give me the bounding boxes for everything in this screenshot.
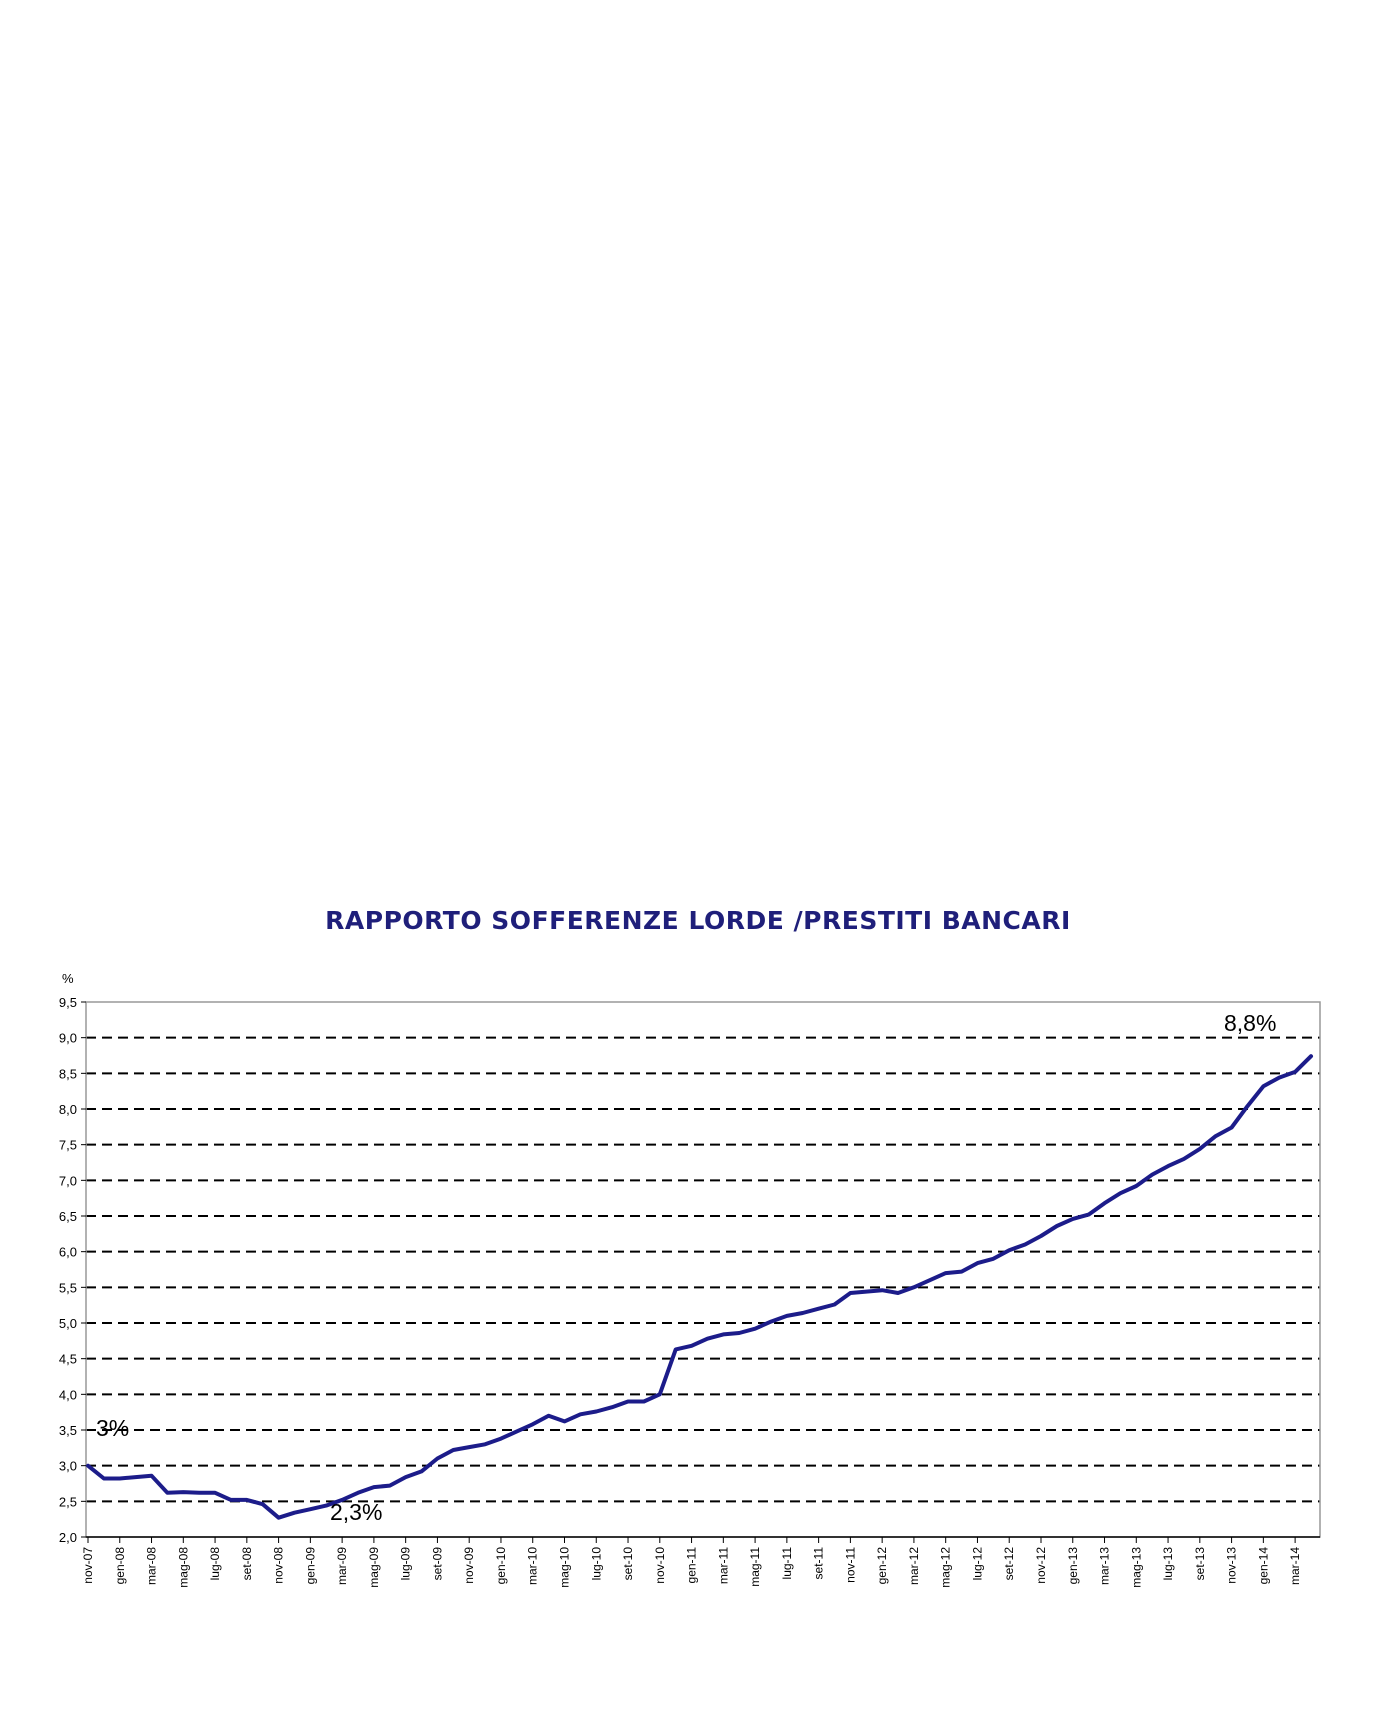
x-tick-label: gen-09 — [303, 1547, 317, 1585]
annotation-label: 3% — [96, 1415, 129, 1441]
y-tick-label: 5,5 — [59, 1280, 77, 1295]
x-tick-label: nov-12 — [1034, 1547, 1048, 1584]
x-tick-label: gen-12 — [875, 1547, 889, 1585]
y-tick-label: 9,0 — [59, 1031, 77, 1046]
y-tick-label: 4,0 — [59, 1387, 77, 1402]
x-tick-label: gen-11 — [685, 1547, 699, 1584]
x-tick-label: lug-10 — [589, 1547, 603, 1581]
x-tick-label: gen-14 — [1256, 1547, 1270, 1585]
y-tick-label: 7,0 — [59, 1173, 77, 1188]
x-tick-label: set-10 — [621, 1547, 635, 1581]
grid-lines — [86, 1036, 1320, 1503]
y-tick-label: 4,5 — [59, 1352, 77, 1367]
x-tick-label: mag-12 — [939, 1547, 953, 1588]
annotation-label: 2,3% — [330, 1499, 382, 1525]
x-tick-label: nov-09 — [462, 1547, 476, 1584]
x-tick-label: gen-13 — [1066, 1547, 1080, 1585]
x-tick-label: set-11 — [812, 1547, 826, 1580]
y-tick-label: 3,0 — [59, 1459, 77, 1474]
y-axis: 2,0 2,5 3,0 3,5 4,0 4,5 5,0 5,5 6,0 6,5 7,0 7,5 8,0 8… — [59, 995, 86, 1545]
x-tick-label: mag-11 — [748, 1547, 762, 1587]
annotation-label: 8,8% — [1224, 1010, 1276, 1036]
x-tick-label: set-09 — [430, 1547, 444, 1581]
x-tick-label: lug-11 — [780, 1547, 794, 1580]
y-tick-label: 8,0 — [59, 1102, 77, 1117]
x-tick-label: lug-09 — [399, 1547, 413, 1581]
x-tick-label: gen-10 — [494, 1547, 508, 1585]
series-line — [86, 1054, 1313, 1520]
y-tick-label: 6,0 — [59, 1245, 77, 1260]
x-tick-label: mag-10 — [557, 1547, 571, 1588]
x-tick-label: mar-12 — [907, 1547, 921, 1585]
x-tick-label: nov-07 — [81, 1547, 95, 1584]
x-tick-label: lug-12 — [970, 1547, 984, 1581]
y-tick-label: 2,5 — [59, 1494, 77, 1509]
x-tick-label: mag-09 — [367, 1547, 381, 1588]
y-tick-label: 3,5 — [59, 1423, 77, 1438]
x-axis: nov-07 gen-08 mar-08 mag-08 lug-08 set-08 nov-… — [81, 1536, 1320, 1588]
x-tick-label: mar-13 — [1098, 1547, 1112, 1585]
y-tick-label: 7,5 — [59, 1138, 77, 1153]
y-tick-label: 6,5 — [59, 1209, 77, 1224]
x-tick-label: mag-08 — [176, 1547, 190, 1588]
x-tick-label: set-08 — [240, 1547, 254, 1581]
chart-title: RAPPORTO SOFFERENZE LORDE /PRESTITI BANC… — [325, 906, 1071, 935]
x-tick-label: lug-08 — [208, 1547, 222, 1581]
x-tick-label: nov-08 — [272, 1547, 286, 1584]
x-tick-label: set-13 — [1193, 1547, 1207, 1581]
x-tick-label: gen-08 — [113, 1547, 127, 1585]
annotations: 3% 2,3% 8,8% — [96, 1010, 1276, 1525]
x-tick-label: mar-09 — [335, 1547, 349, 1585]
x-tick-label: mar-11 — [716, 1547, 730, 1584]
y-tick-label: 8,5 — [59, 1066, 77, 1081]
x-tick-label: nov-10 — [653, 1547, 667, 1584]
y-tick-label: 2,0 — [59, 1530, 77, 1545]
x-tick-label: mar-08 — [145, 1547, 159, 1585]
x-tick-label: lug-13 — [1161, 1547, 1175, 1581]
x-tick-label: mar-10 — [526, 1547, 540, 1585]
plot-frame — [85, 1001, 1321, 1538]
y-tick-label: 5,0 — [59, 1316, 77, 1331]
x-tick-label: nov-11 — [843, 1547, 857, 1583]
y-axis-unit-label: % — [62, 971, 74, 986]
x-tick-label: nov-13 — [1225, 1547, 1239, 1584]
x-tick-label: mag-13 — [1129, 1547, 1143, 1588]
y-tick-label: 9,5 — [59, 995, 77, 1010]
x-tick-label: set-12 — [1002, 1547, 1016, 1581]
x-tick-label: mar-14 — [1288, 1547, 1302, 1585]
